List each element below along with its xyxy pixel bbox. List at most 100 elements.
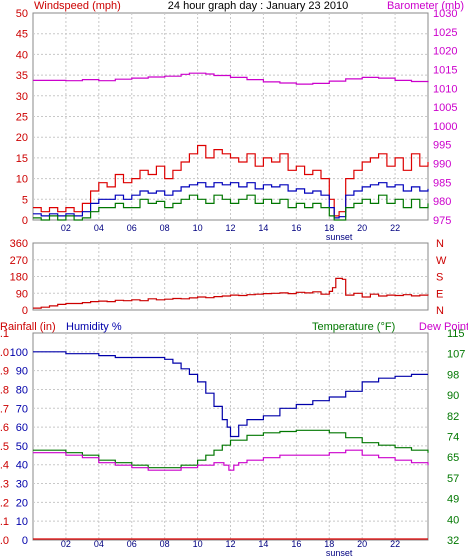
humidity-axis-label: Humidity % (66, 321, 122, 333)
windspeed-tick-label: 35 (16, 70, 28, 82)
degree-tick-label: 360 (10, 238, 28, 250)
barometer-tick-label: 980 (433, 196, 451, 208)
windspeed-line (33, 194, 429, 221)
rain-tick-label: 0.6 (0, 422, 9, 434)
hour-tick-label: 18 (324, 539, 334, 549)
windspeed-tick-label: 20 (16, 132, 28, 144)
hour-tick-label: 22 (390, 539, 400, 549)
humidity-tick-label: 90 (16, 366, 28, 378)
windspeed-axis-label: Windspeed (mph) (34, 0, 121, 12)
rain-tick-label: 0.2 (0, 497, 9, 509)
compass-tick-label: W (436, 255, 447, 267)
humidity-tick-label: 0 (22, 535, 28, 547)
panel2-degree-ticks: 0 90 180 270 360 (10, 238, 28, 317)
panel2-series (33, 277, 429, 309)
rain-tick-label: 0.7 (0, 403, 9, 415)
temperature-tick-label: 32 (447, 535, 459, 547)
panel1-barometer-ticks: 975 980 985 990 995 1000 1005 1010 1015 1020 1025 1… (433, 8, 457, 227)
barometer-tick-label: 995 (433, 140, 451, 152)
hour-tick-label: 06 (127, 223, 137, 233)
windspeed-tick-label: 10 (16, 174, 28, 186)
hour-tick-label: 20 (357, 223, 367, 233)
humidity-tick-label: 60 (16, 422, 28, 434)
rain-tick-label: 0.9 (0, 366, 9, 378)
windspeed-tick-label: 15 (16, 153, 28, 165)
temperature-tick-label: 57 (447, 473, 459, 485)
barometer-tick-label: 1020 (433, 46, 457, 58)
panel3-hour-ticks: 02 04 06 08 10 12 14 16 18 20 22 (61, 539, 400, 549)
windspeed-line (33, 144, 429, 217)
panel3-series (33, 351, 429, 540)
degree-tick-label: 180 (10, 272, 28, 284)
hour-tick-label: 02 (61, 539, 71, 549)
rainfall-axis-label: Rainfall (in) (0, 321, 56, 333)
hour-tick-label: 08 (160, 223, 170, 233)
rain-tick-label: 0.3 (0, 479, 9, 491)
degree-tick-label: 270 (10, 255, 28, 267)
windspeed-tick-label: 40 (16, 49, 28, 61)
hour-tick-label: 10 (193, 223, 203, 233)
hour-tick-label: 04 (94, 223, 104, 233)
humidity-tick-label: 80 (16, 384, 28, 396)
barometer-tick-label: 1030 (433, 8, 457, 20)
sunset-label-bottom: sunset (326, 548, 353, 558)
rain-tick-label: 0.5 (0, 441, 9, 453)
humidity-tick-label: 50 (16, 441, 28, 453)
temperature-tick-label: 115 (447, 328, 465, 340)
humidity-tick-label: 20 (16, 497, 28, 509)
hour-tick-label: 04 (94, 539, 104, 549)
temperature-tick-label: 74 (447, 432, 459, 444)
windspeed-tick-label: 50 (16, 8, 28, 20)
hour-tick-label: 14 (258, 223, 268, 233)
hour-tick-label: 18 (324, 223, 334, 233)
dewpoint-axis-label: Dew Point (419, 321, 468, 333)
barometer-tick-label: 985 (433, 177, 451, 189)
windspeed-line (33, 182, 429, 219)
temperature-axis-label: Temperature (°F) (312, 321, 395, 333)
windspeed-tick-label: 25 (16, 112, 28, 124)
hour-tick-label: 20 (357, 539, 367, 549)
windspeed-tick-label: 45 (16, 29, 28, 41)
temperature-tick-label: 40 (447, 514, 459, 526)
windspeed-tick-label: 5 (22, 194, 28, 206)
humidity-tick-label: 40 (16, 460, 28, 472)
rain-tick-label: 0.0 (0, 535, 9, 547)
rain-tick-label: 0.4 (0, 460, 9, 472)
barometer-tick-label: 1005 (433, 102, 457, 114)
panel1-series (33, 72, 429, 221)
barometer-tick-label: 975 (433, 215, 451, 227)
temp-humidity-panel: Rainfall (in) Humidity % Temperature (°F… (0, 321, 468, 558)
panel1-hour-ticks: 02 04 06 08 10 12 14 16 18 20 22 (61, 223, 400, 233)
temperature-tick-label: 90 (447, 390, 459, 402)
barometer-axis-label: Barometer (mb) (387, 0, 464, 12)
hour-tick-label: 12 (225, 223, 235, 233)
temperature-tick-label: 49 (447, 494, 459, 506)
temperature-tick-label: 65 (447, 452, 459, 464)
humidity-line (33, 351, 428, 438)
dewpoint-line (33, 449, 429, 471)
panel1-windspeed-ticks: 0 5 10 15 20 25 30 35 40 45 50 (16, 8, 28, 227)
hour-tick-label: 22 (390, 223, 400, 233)
sunset-label: sunset (326, 232, 353, 242)
barometer-tick-label: 1015 (433, 64, 457, 76)
hour-tick-label: 12 (225, 539, 235, 549)
hour-tick-label: 10 (193, 539, 203, 549)
compass-tick-label: E (436, 288, 443, 300)
compass-tick-label: N (436, 305, 444, 317)
rain-tick-label: 1.0 (0, 347, 9, 359)
degree-tick-label: 90 (16, 288, 28, 300)
windspeed-tick-label: 0 (22, 215, 28, 227)
compass-tick-label: S (436, 272, 443, 284)
hour-tick-label: 14 (258, 539, 268, 549)
barometer-tick-label: 1010 (433, 83, 457, 95)
hour-tick-label: 16 (291, 223, 301, 233)
panel3-temperature-ticks: 32 40 49 57 65 74 82 90 98 107 115 (447, 328, 465, 547)
hour-tick-label: 16 (291, 539, 301, 549)
barometer-line (33, 72, 429, 85)
humidity-tick-label: 10 (16, 516, 28, 528)
panel1-title: 24 hour graph day : January 23 2010 (168, 0, 348, 12)
rain-tick-label: 0.1 (0, 516, 9, 528)
